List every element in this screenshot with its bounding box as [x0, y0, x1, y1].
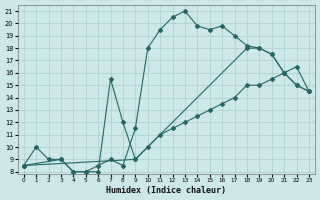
- X-axis label: Humidex (Indice chaleur): Humidex (Indice chaleur): [106, 186, 226, 195]
